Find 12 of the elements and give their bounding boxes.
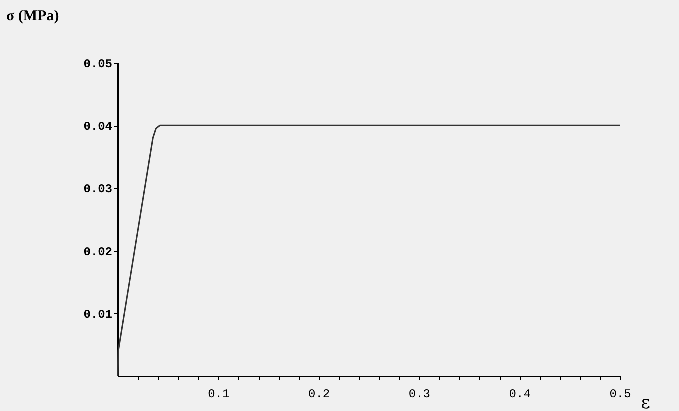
y-axis-title: σ (MPa): [6, 8, 60, 24]
y-tick-label: 0.03: [84, 182, 112, 197]
y-tick-label: 0.02: [84, 245, 112, 260]
y-tick-label: 0.01: [84, 308, 112, 322]
x-tick-label: 0.3: [408, 388, 431, 402]
x-tick-label: 0.1: [208, 388, 230, 402]
x-tick-label: 0.2: [308, 388, 330, 402]
x-axis-title: ε: [641, 392, 650, 411]
x-tick-label: 0.4: [509, 388, 531, 402]
x-tick-label: 0.5: [610, 388, 632, 402]
y-tick-label: 0.04: [84, 120, 112, 134]
y-tick-label: 0.05: [84, 58, 112, 72]
